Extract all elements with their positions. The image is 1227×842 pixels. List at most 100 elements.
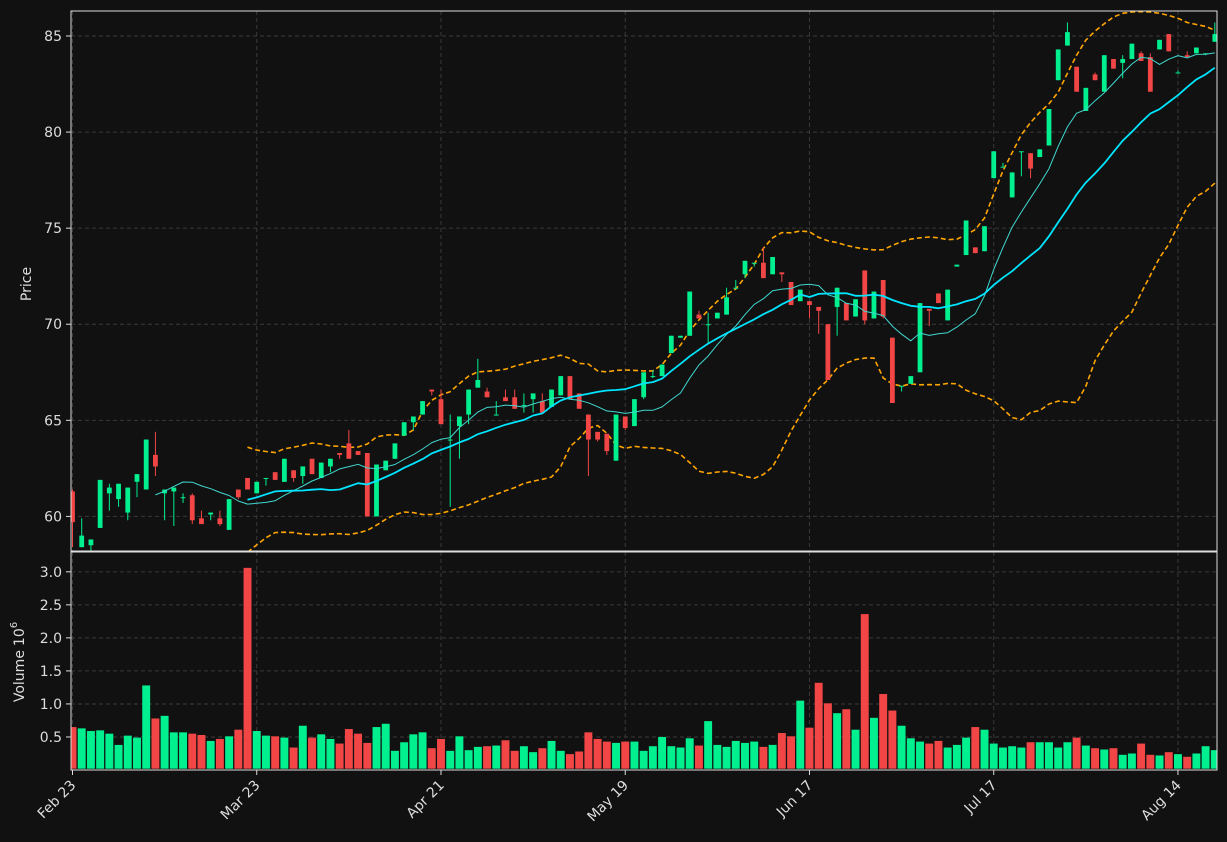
candle-body [807,301,812,306]
volume-bar [731,740,740,769]
candle-body [217,518,223,525]
volume-bar [676,747,685,769]
candle-body [300,466,306,477]
candle-body [982,226,987,252]
candle-body [493,414,499,416]
volume-bar [354,733,363,769]
candle-body [558,376,564,396]
price-tick-label: 65 [44,413,62,429]
candle-body [567,376,573,400]
volume-bar [308,737,316,769]
candle-body [880,280,886,317]
volume-bar [1155,755,1164,769]
volume-bar [510,750,519,769]
volume-bar [105,733,114,769]
volume-bar [916,741,924,769]
volume-bar [1127,753,1136,769]
candle-body [1147,57,1153,92]
candle-body [88,539,94,546]
volume-bar [888,710,897,769]
volume-bar [298,725,307,769]
volume-panel-frame [70,551,1218,771]
candle-body [936,293,941,304]
sma-slow-line [247,66,1216,501]
volume-bar [538,748,547,769]
volume-bar [1183,756,1192,769]
price-axis-ticks: 60 65 70 75 80 85 [44,29,71,525]
volume-bar [215,738,224,769]
candle-body [926,308,932,311]
candle-body [97,479,103,528]
candle-body [1129,43,1135,60]
volume-bar [289,747,298,769]
volume-bar [851,729,860,769]
candle-body [337,452,343,455]
volume-bar [1008,746,1017,769]
candle-body [420,401,425,415]
volume-axis-label-10: 10 [12,628,28,646]
candle-body [889,337,895,404]
volume-bar [860,614,869,769]
candle-body [447,439,453,441]
candle-body [632,399,637,427]
volume-bar [142,685,151,769]
candle-body [908,376,914,384]
candle-body [125,487,131,513]
candle-body [429,389,435,392]
volume-tick-label: 2.0 [40,631,62,647]
volume-bar [77,728,86,769]
volume-bar [1118,754,1127,769]
candle-body [963,220,969,256]
volume-bar [833,713,842,769]
candle-body [622,416,628,429]
volume-bar [694,745,703,769]
candle-body [1055,49,1061,81]
candle-body [668,335,674,354]
candle-body [714,312,720,319]
volume-bar [1045,742,1053,769]
volume-bar [1081,745,1090,769]
volume-tick-label: 2.5 [40,598,62,614]
candle-body [153,454,158,467]
volume-bar [344,729,353,769]
volume-bar [400,742,409,769]
candle-body [1212,34,1217,42]
candle-body [659,364,665,377]
candle-body [346,443,352,459]
volume-bar [123,735,132,769]
volume-bar [1091,748,1100,769]
volume-bar [1137,743,1146,769]
candle-body [392,443,398,459]
candle-body [466,389,472,415]
price-panel-frame [70,10,1218,552]
candle-body [512,397,518,409]
volume-bar [814,682,823,769]
candle-body [733,287,739,289]
candle-body [263,477,269,479]
volume-bar [437,738,445,769]
volume-bar [280,737,289,769]
price-tick-label: 70 [44,317,62,333]
volume-bar [768,744,777,769]
candle-body [899,385,904,387]
volume-bar [1035,742,1044,769]
volume-bar [114,744,123,769]
bollinger-upper-line [247,11,1216,454]
candle-body [171,487,177,492]
candle-body [1184,55,1190,58]
price-grid [71,11,1217,551]
candle-body [180,497,186,499]
volume-bar [667,746,676,769]
candle-body [79,535,85,548]
candle-body [770,256,776,275]
volume-bar [197,734,206,769]
volume-bar [556,750,565,769]
candle-body [1000,166,1006,168]
candles [71,22,1217,551]
volume-bar [602,741,611,769]
volume-bar [243,567,252,769]
volume-bar [639,750,648,769]
candle-body [945,289,951,321]
candle-body [761,262,766,279]
